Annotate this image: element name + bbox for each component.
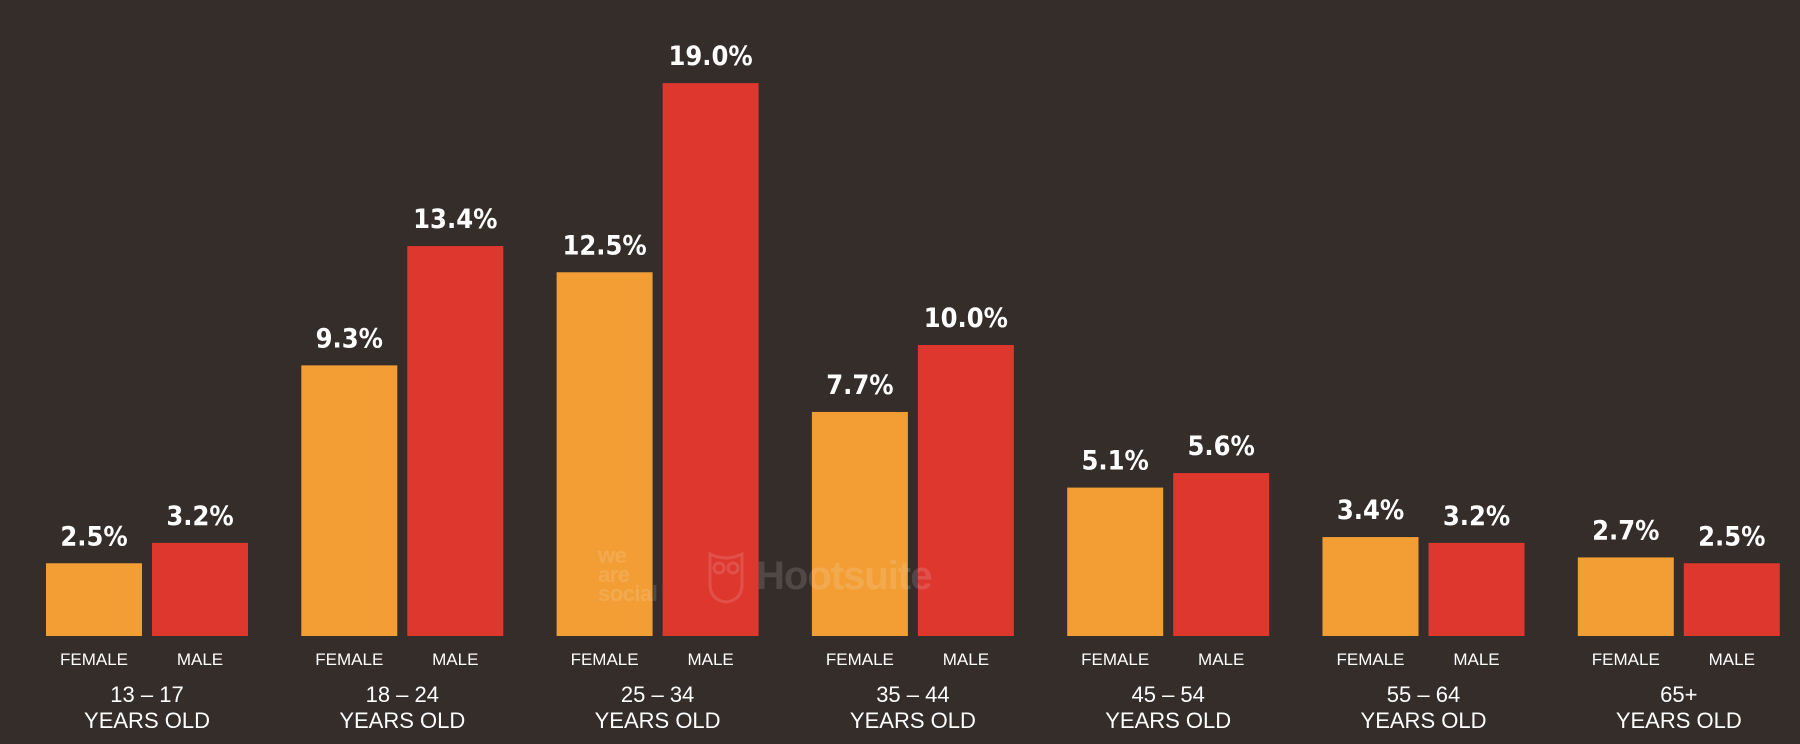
value-label-male-2: 19.0% xyxy=(668,41,752,72)
age-group-sublabel-4: YEARS OLD xyxy=(1105,708,1231,733)
gender-label-female-6: FEMALE xyxy=(1592,650,1660,669)
bar-male-4 xyxy=(1173,473,1270,636)
value-label-female-2: 12.5% xyxy=(562,230,646,261)
age-group-label-5: 55 – 64 xyxy=(1387,682,1460,707)
value-label-female-3: 7.7% xyxy=(826,370,893,401)
bar-male-2 xyxy=(662,83,759,637)
value-label-female-1: 9.3% xyxy=(316,323,383,354)
age-group-label-6: 65+ xyxy=(1660,682,1697,707)
gender-label-female-0: FEMALE xyxy=(60,650,128,669)
bar-male-6 xyxy=(1683,563,1780,636)
bar-female-3 xyxy=(811,411,908,636)
bar-male-3 xyxy=(917,345,1014,636)
value-label-female-0: 2.5% xyxy=(60,521,127,552)
bar-male-1 xyxy=(407,246,504,636)
gender-label-female-3: FEMALE xyxy=(826,650,894,669)
gender-label-female-1: FEMALE xyxy=(315,650,383,669)
age-group-sublabel-6: YEARS OLD xyxy=(1616,708,1742,733)
value-label-male-0: 3.2% xyxy=(166,501,233,532)
value-label-male-6: 2.5% xyxy=(1698,521,1765,552)
gender-label-female-5: FEMALE xyxy=(1336,650,1404,669)
gender-label-male-3: MALE xyxy=(943,650,989,669)
age-group-sublabel-3: YEARS OLD xyxy=(850,708,976,733)
age-group-label-4: 45 – 54 xyxy=(1131,682,1204,707)
gender-label-male-1: MALE xyxy=(432,650,478,669)
gender-label-male-5: MALE xyxy=(1453,650,1499,669)
age-group-sublabel-5: YEARS OLD xyxy=(1361,708,1487,733)
value-label-female-5: 3.4% xyxy=(1337,495,1404,526)
bar-female-0 xyxy=(46,563,142,636)
bar-female-2 xyxy=(556,272,653,636)
age-group-sublabel-0: YEARS OLD xyxy=(84,708,210,733)
gender-label-male-4: MALE xyxy=(1198,650,1244,669)
bar-female-5 xyxy=(1322,537,1419,636)
bar-female-4 xyxy=(1067,487,1164,636)
gender-label-female-2: FEMALE xyxy=(571,650,639,669)
bar-male-0 xyxy=(152,542,248,636)
value-label-female-6: 2.7% xyxy=(1592,515,1659,546)
bar-male-5 xyxy=(1428,542,1525,636)
gender-label-male-2: MALE xyxy=(687,650,733,669)
bar-female-6 xyxy=(1577,557,1674,636)
age-group-sublabel-2: YEARS OLD xyxy=(595,708,721,733)
value-label-male-4: 5.6% xyxy=(1188,431,1255,462)
bar-female-1 xyxy=(301,365,398,636)
age-group-label-2: 25 – 34 xyxy=(621,682,694,707)
value-label-male-3: 10.0% xyxy=(924,303,1008,334)
age-group-label-0: 13 – 17 xyxy=(110,682,183,707)
gender-label-female-4: FEMALE xyxy=(1081,650,1149,669)
value-label-male-5: 3.2% xyxy=(1443,501,1510,532)
gender-label-male-6: MALE xyxy=(1709,650,1755,669)
age-group-sublabel-1: YEARS OLD xyxy=(339,708,465,733)
age-group-label-3: 35 – 44 xyxy=(876,682,949,707)
age-group-label-1: 18 – 24 xyxy=(366,682,439,707)
value-label-male-1: 13.4% xyxy=(413,204,497,235)
gender-label-male-0: MALE xyxy=(177,650,223,669)
value-label-female-4: 5.1% xyxy=(1082,446,1149,477)
